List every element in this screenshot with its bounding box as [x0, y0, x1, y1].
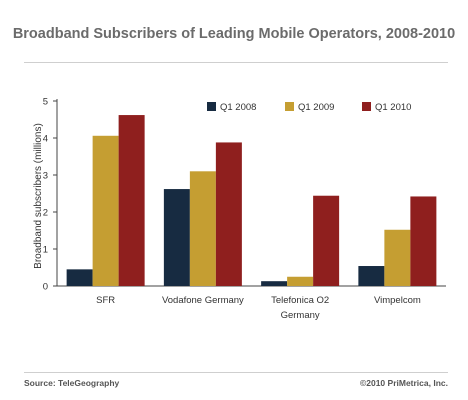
category-labels: SFR Vodafone Germany Telefonica O2 Germany V…: [96, 295, 421, 321]
bar: [215, 142, 242, 286]
chart-title: Broadband Subscribers of Leading Mobile …: [12, 26, 456, 42]
legend-label: Q1 2008: [220, 102, 256, 113]
bar: [313, 195, 340, 286]
x-tick-label: Telefonica O2 Germany: [271, 295, 329, 321]
copyright-note: ©2010 PriMetrica, Inc.: [359, 378, 448, 388]
legend: Q1 2008 Q1 2009 Q1 2010: [207, 102, 411, 113]
y-tick-label: 3: [43, 171, 48, 182]
bar: [261, 281, 288, 286]
bar: [92, 135, 119, 286]
legend-swatch: [207, 102, 216, 111]
title-divider: [24, 62, 448, 63]
bar: [66, 269, 93, 286]
bar: [358, 266, 385, 286]
x-tick-label: Vimpelcom: [374, 295, 421, 306]
legend-swatch: [362, 102, 371, 111]
footer-divider: [24, 372, 448, 373]
y-tick-label: 1: [43, 245, 48, 256]
legend-label: Q1 2009: [298, 102, 334, 113]
bars: [66, 115, 437, 286]
x-tick-label: Vodafone Germany: [162, 295, 244, 306]
legend-label: Q1 2010: [375, 102, 411, 113]
bar: [118, 115, 145, 286]
x-tick-label: SFR: [96, 295, 115, 306]
y-tick-label: 4: [43, 134, 48, 145]
bar: [410, 196, 437, 286]
source-note: Source: TeleGeography: [24, 378, 120, 388]
bar: [384, 229, 411, 286]
bar: [287, 276, 314, 286]
bar: [163, 189, 190, 286]
legend-swatch: [285, 102, 294, 111]
y-axis-label: Broadband subscribers (millions): [33, 123, 44, 269]
bar: [189, 171, 216, 286]
y-tick-label: 5: [43, 97, 48, 108]
y-tick-label: 0: [43, 282, 48, 293]
y-tick-label: 2: [43, 208, 48, 219]
